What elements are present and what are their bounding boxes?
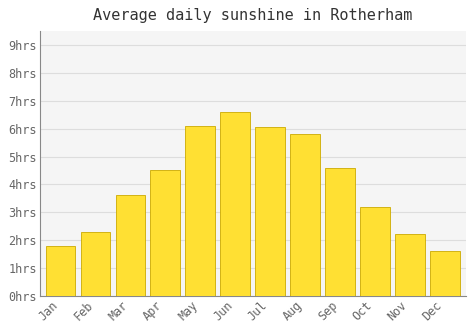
Bar <box>46 246 75 296</box>
Bar <box>255 127 285 296</box>
Bar <box>116 196 145 296</box>
Title: Average daily sunshine in Rotherham: Average daily sunshine in Rotherham <box>93 8 412 23</box>
Bar <box>185 126 215 296</box>
Bar <box>325 168 355 296</box>
Bar <box>360 207 390 296</box>
Bar <box>150 170 180 296</box>
Bar <box>430 251 460 296</box>
Bar <box>220 112 250 296</box>
Bar <box>81 232 110 296</box>
Bar <box>395 234 425 296</box>
Bar <box>290 134 320 296</box>
